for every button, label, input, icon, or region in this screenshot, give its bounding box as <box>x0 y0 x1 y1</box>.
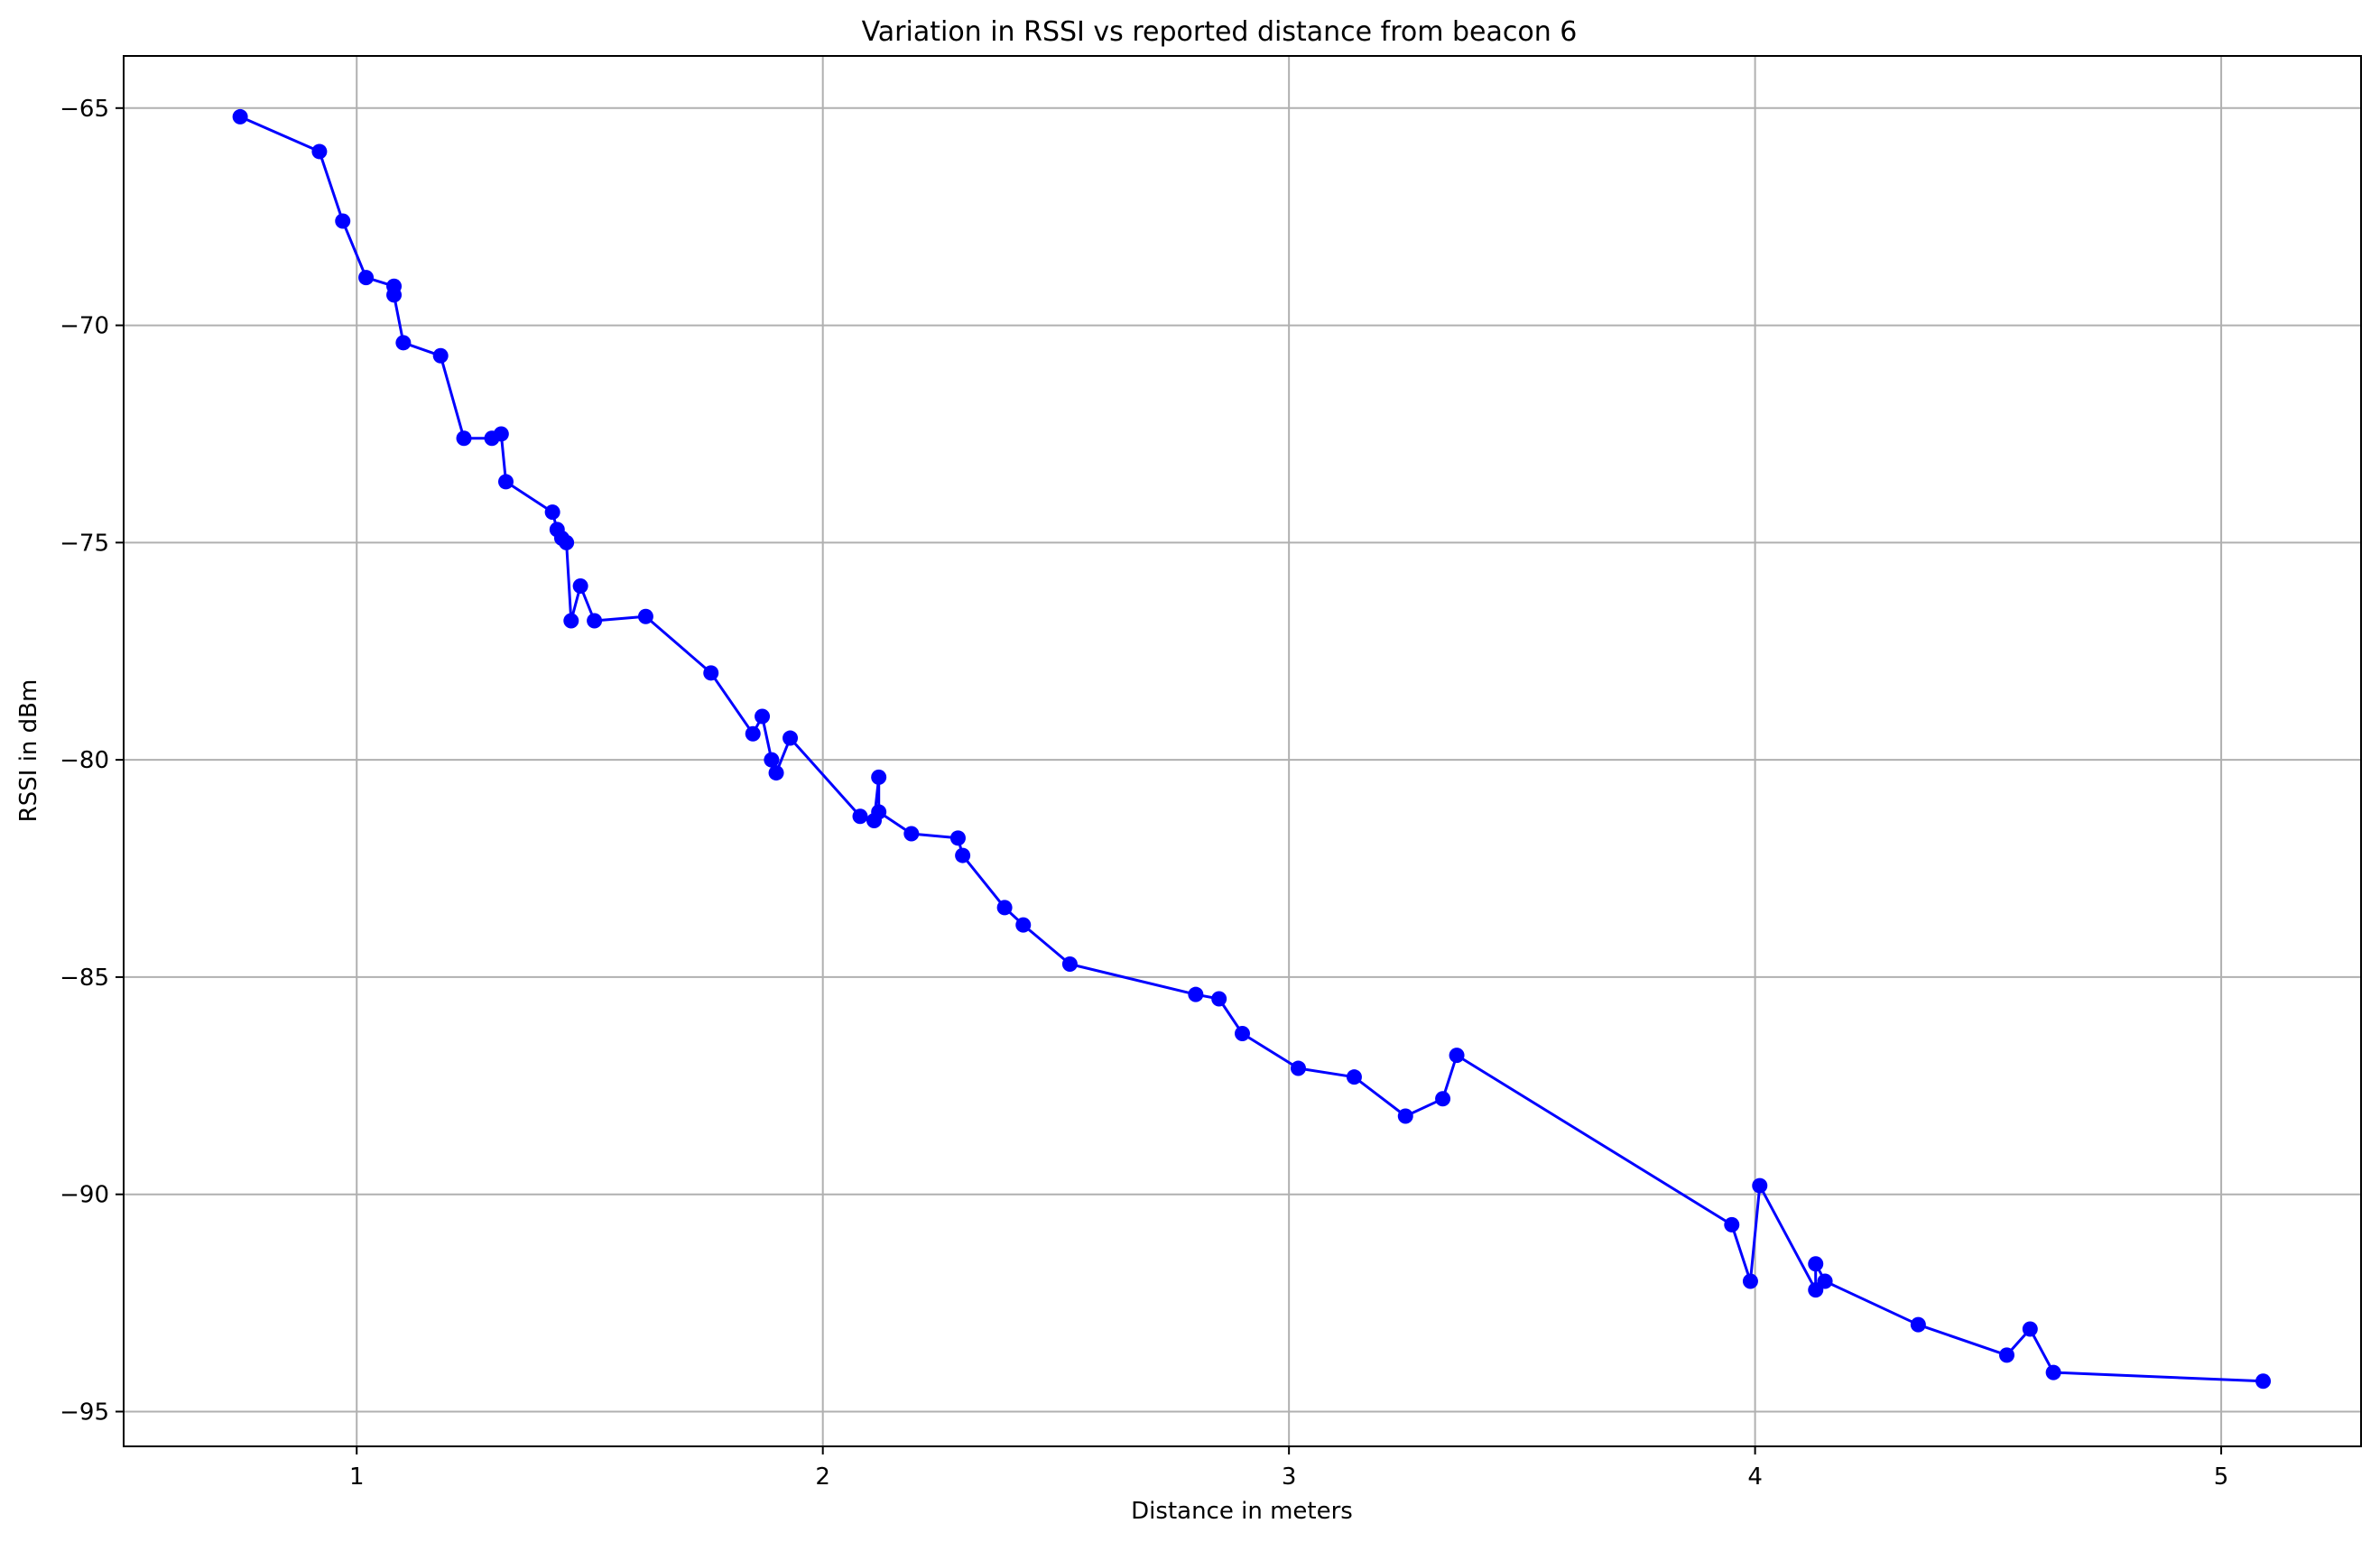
x-tick-label: 1 <box>349 1464 365 1491</box>
plot-frame <box>123 55 2362 1447</box>
data-point <box>559 534 575 550</box>
data-point <box>493 426 509 442</box>
grid <box>124 56 2361 1446</box>
data-point <box>1998 1347 2014 1363</box>
data-point <box>996 900 1013 916</box>
x-tick-label: 5 <box>2214 1464 2229 1491</box>
data-point <box>544 504 560 521</box>
data-point <box>1235 1026 1250 1042</box>
y-tick-label: −70 <box>60 313 109 340</box>
data-point <box>1211 991 1227 1007</box>
series-line <box>239 115 2264 1383</box>
x-tick-label: 2 <box>815 1464 830 1491</box>
data-point <box>1752 1177 1768 1194</box>
data-point <box>395 335 412 351</box>
data-point <box>755 708 771 725</box>
y-axis: −65 −70 −75 −80 −85 −90 −95 <box>60 96 124 1426</box>
data-point <box>703 665 719 681</box>
data-point <box>1061 956 1078 972</box>
data-point <box>1015 917 1032 933</box>
data-point <box>497 474 514 490</box>
data-point <box>903 826 920 842</box>
data-point <box>1724 1216 1740 1233</box>
data-point <box>572 578 588 595</box>
y-tick-label: −90 <box>60 1182 109 1209</box>
data-point <box>456 430 472 447</box>
data-point <box>852 808 868 825</box>
data-point <box>955 847 971 863</box>
data-point <box>764 752 780 768</box>
data-point <box>871 769 887 785</box>
y-tick-label: −75 <box>60 530 109 557</box>
y-tick-label: −80 <box>60 747 109 774</box>
data-point <box>1817 1273 1833 1289</box>
data-point <box>2255 1373 2272 1390</box>
data-point <box>1449 1048 1465 1064</box>
series-layer <box>232 108 2272 1390</box>
data-point <box>432 347 449 364</box>
y-axis-label: RSSI in dBm <box>15 679 42 823</box>
data-point <box>1346 1069 1362 1085</box>
data-point <box>1808 1256 1824 1272</box>
data-point <box>768 765 784 781</box>
data-point <box>2045 1364 2061 1380</box>
x-tick-label: 4 <box>1747 1464 1763 1491</box>
data-point <box>1188 986 1204 1002</box>
data-point <box>232 108 248 125</box>
chart-title: Variation in RSSI vs reported distance f… <box>862 16 1578 48</box>
data-point <box>358 270 375 286</box>
data-point <box>783 730 799 746</box>
data-point <box>637 608 653 624</box>
data-point <box>1435 1091 1451 1107</box>
data-point <box>386 287 403 303</box>
y-tick-label: −85 <box>60 965 109 992</box>
data-point <box>949 830 966 846</box>
data-point <box>335 213 351 229</box>
x-tick-label: 3 <box>1282 1464 1297 1491</box>
data-point <box>311 143 328 160</box>
data-point <box>745 725 761 742</box>
y-tick-label: −95 <box>60 1399 109 1426</box>
data-point <box>1742 1273 1758 1289</box>
x-axis: 1 2 3 4 5 <box>349 1446 2228 1491</box>
data-point <box>1910 1316 1926 1333</box>
y-tick-label: −65 <box>60 96 109 123</box>
data-point <box>871 804 887 820</box>
data-point <box>563 613 579 629</box>
data-point <box>1397 1108 1413 1124</box>
data-point <box>1290 1060 1306 1076</box>
x-axis-label: Distance in meters <box>1131 1498 1353 1525</box>
data-point <box>587 613 603 629</box>
data-point <box>2022 1321 2038 1337</box>
